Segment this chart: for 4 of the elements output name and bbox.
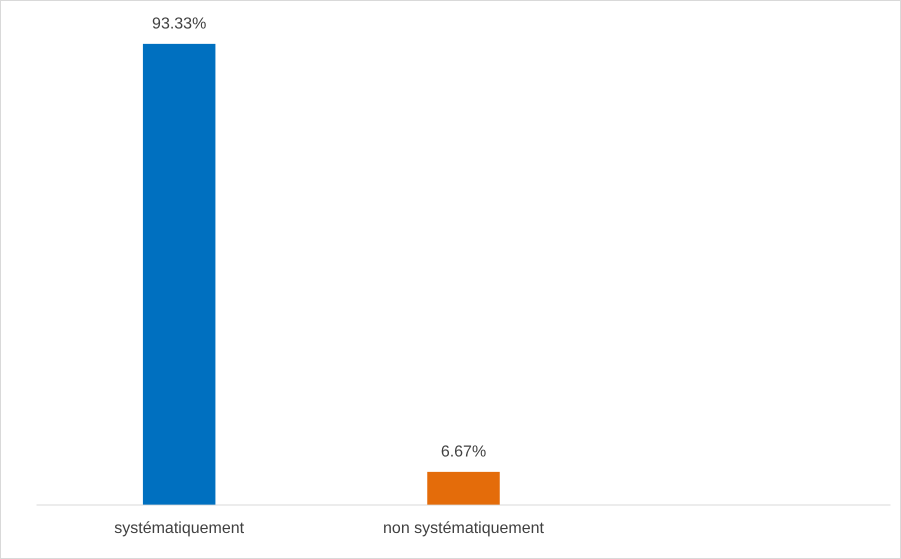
data-label: 6.67%: [440, 443, 486, 460]
data-label: 93.33%: [152, 15, 206, 32]
x-tick-label: systématiquement: [114, 520, 245, 537]
x-tick-label: non systématiquement: [383, 520, 545, 537]
